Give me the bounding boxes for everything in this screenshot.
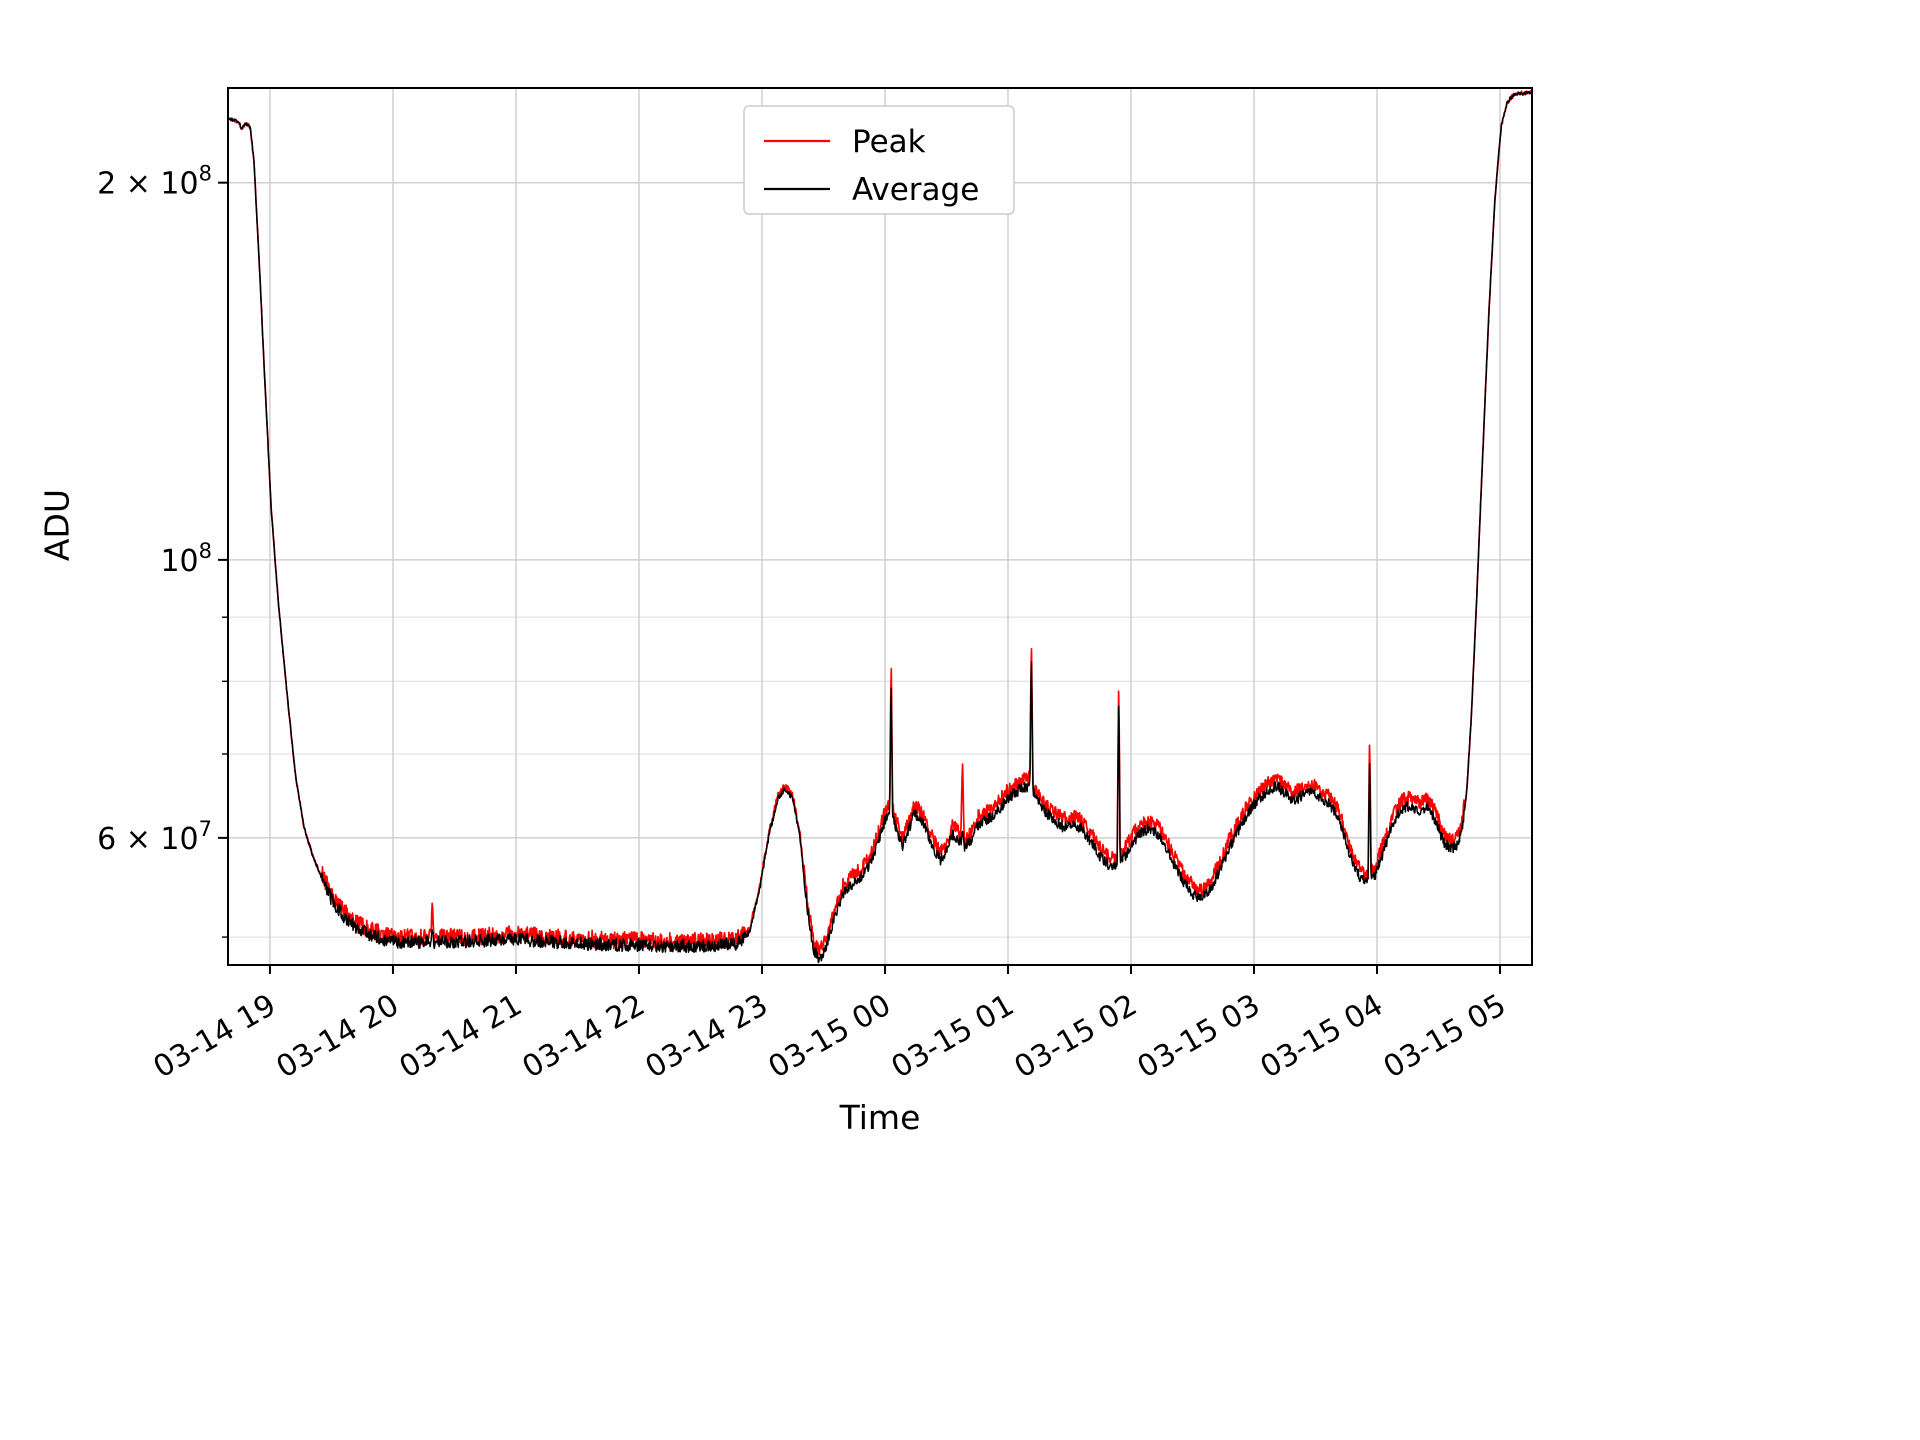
legend: Peak Average	[743, 105, 1015, 215]
y-tick-label: 6 × 107	[97, 817, 212, 857]
plot-area	[228, 88, 1532, 965]
y-axis-label: ADU	[37, 488, 77, 562]
average-series-line	[228, 90, 1532, 964]
legend-label: Average	[852, 172, 979, 208]
legend-box	[743, 105, 1015, 215]
legend-entry-peak: Peak	[764, 124, 926, 160]
legend-label: Peak	[852, 124, 926, 160]
plot-border	[227, 87, 1533, 966]
x-axis-label: Time	[839, 1098, 921, 1137]
legend-entry-average: Average	[764, 172, 979, 208]
y-tick-label: 108	[160, 539, 212, 579]
y-axis: 6 × 107 108 2 × 108	[97, 162, 228, 938]
y-tick-label: 2 × 108	[97, 162, 212, 202]
